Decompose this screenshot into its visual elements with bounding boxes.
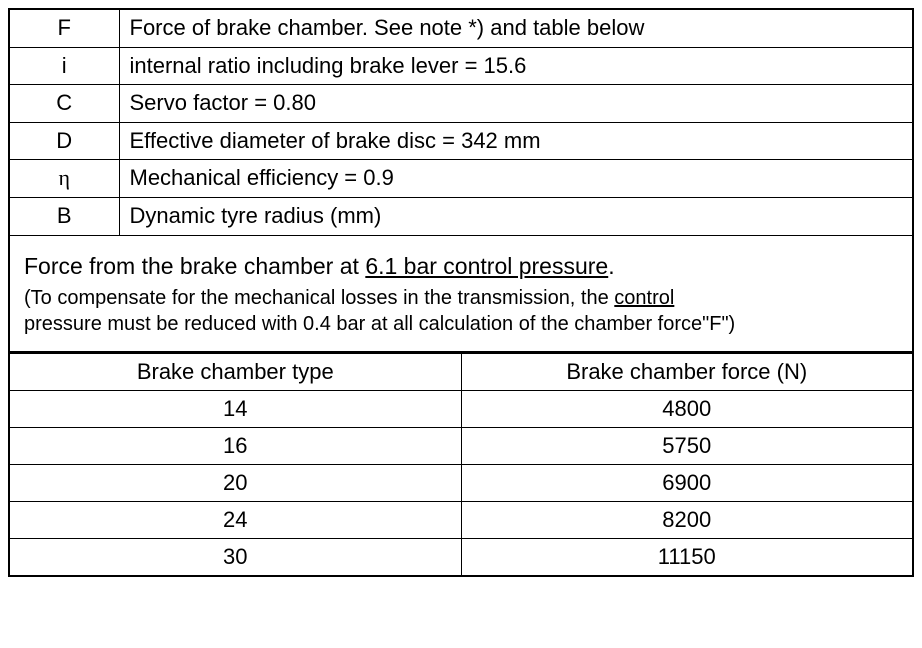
force-table-row: 206900 (9, 465, 913, 502)
force-cell-type: 30 (9, 539, 461, 577)
force-table-row: 3011150 (9, 539, 913, 577)
definition-description: internal ratio including brake lever = 1… (119, 47, 913, 85)
definition-row: DEffective diameter of brake disc = 342 … (9, 122, 913, 160)
definitions-table: FForce of brake chamber. See note *) and… (8, 8, 914, 353)
definition-symbol: B (9, 197, 119, 235)
definition-row: iinternal ratio including brake lever = … (9, 47, 913, 85)
definition-row: FForce of brake chamber. See note *) and… (9, 9, 913, 47)
force-header-value: Brake chamber force (N) (461, 354, 913, 391)
definition-row: CServo factor = 0.80 (9, 85, 913, 123)
note-section: Force from the brake chamber at 6.1 bar … (9, 235, 913, 285)
force-table-row: 165750 (9, 428, 913, 465)
note-sub-underlined: control (614, 287, 674, 309)
force-table-row: 144800 (9, 391, 913, 428)
note-main-underlined: 6.1 bar control pressure (365, 253, 608, 279)
definition-description: Effective diameter of brake disc = 342 m… (119, 122, 913, 160)
definition-symbol: i (9, 47, 119, 85)
force-cell-value: 11150 (461, 539, 913, 577)
force-cell-type: 24 (9, 502, 461, 539)
definition-description: Servo factor = 0.80 (119, 85, 913, 123)
force-table: Brake chamber type Brake chamber force (… (8, 353, 914, 577)
note-main-post: . (608, 253, 614, 279)
definition-description: Mechanical efficiency = 0.9 (119, 160, 913, 198)
note-sub-row: (To compensate for the mechanical losses… (9, 285, 913, 352)
force-cell-type: 20 (9, 465, 461, 502)
definition-description: Dynamic tyre radius (mm) (119, 197, 913, 235)
force-table-header-row: Brake chamber type Brake chamber force (… (9, 354, 913, 391)
force-header-type: Brake chamber type (9, 354, 461, 391)
definition-symbol: D (9, 122, 119, 160)
force-cell-value: 6900 (461, 465, 913, 502)
note-sub-line: (To compensate for the mechanical losses… (24, 285, 898, 337)
note-main-pre: Force from the brake chamber at (24, 253, 365, 279)
definition-symbol: C (9, 85, 119, 123)
force-cell-value: 5750 (461, 428, 913, 465)
force-cell-value: 4800 (461, 391, 913, 428)
definition-row: BDynamic tyre radius (mm) (9, 197, 913, 235)
force-cell-type: 14 (9, 391, 461, 428)
definition-row: ηMechanical efficiency = 0.9 (9, 160, 913, 198)
force-cell-type: 16 (9, 428, 461, 465)
note-sub-post: pressure must be reduced with 0.4 bar at… (24, 313, 735, 335)
definition-symbol: η (9, 160, 119, 198)
definition-symbol: F (9, 9, 119, 47)
force-table-row: 248200 (9, 502, 913, 539)
note-sub-pre: (To compensate for the mechanical losses… (24, 287, 614, 309)
note-main-line: Force from the brake chamber at 6.1 bar … (24, 252, 898, 282)
definition-description: Force of brake chamber. See note *) and … (119, 9, 913, 47)
force-cell-value: 8200 (461, 502, 913, 539)
